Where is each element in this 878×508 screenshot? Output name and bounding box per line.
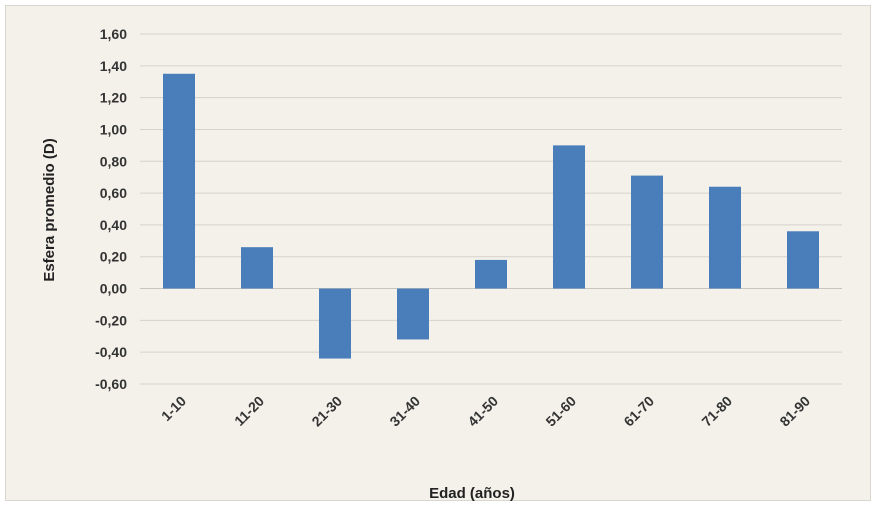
y-tick-label: 1,60 <box>100 26 127 42</box>
y-tick-label: 1,40 <box>100 58 127 74</box>
y-tick-label: 0,40 <box>100 217 127 233</box>
bar-1-10 <box>163 73 195 289</box>
x-axis-title: Edad (años) <box>429 485 515 502</box>
x-tick-label: 11-20 <box>231 393 267 429</box>
x-tick-label: 31-40 <box>386 393 423 430</box>
x-tick-label: 1-10 <box>158 393 189 424</box>
y-tick-label: -0,20 <box>95 312 127 328</box>
bar-71-80 <box>709 186 741 289</box>
bar-21-30 <box>319 288 351 359</box>
y-axis-ticks: -0,60 -0,40 -0,20 0,00 0,20 0,40 0,60 0,80 1,00 1… <box>95 26 127 392</box>
y-axis-title: Esfera promedio (D) <box>41 138 58 281</box>
y-tick-label: 0,20 <box>100 249 127 265</box>
y-tick-label: 0,00 <box>100 281 127 297</box>
x-tick-label: 21-30 <box>308 393 345 430</box>
x-tick-label: 41-50 <box>464 393 501 430</box>
y-tick-label: -0,60 <box>95 376 127 392</box>
x-tick-label: 61-70 <box>620 393 657 430</box>
y-tick-label: 0,80 <box>100 153 127 169</box>
y-tick-label: 1,20 <box>100 90 127 106</box>
y-tick-label: -0,40 <box>95 344 127 360</box>
bar-51-60 <box>553 145 585 289</box>
x-tick-label: 51-60 <box>542 393 579 430</box>
bar-11-20 <box>241 247 273 289</box>
bar-61-70 <box>631 175 663 289</box>
x-tick-label: 81-90 <box>776 393 813 430</box>
y-tick-label: 1,00 <box>100 121 127 137</box>
x-tick-label: 71-80 <box>698 393 735 430</box>
x-axis-ticks: 1-10 11-20 21-30 31-40 41-50 51-60 61-70 71-80 8… <box>158 393 813 430</box>
bar-41-50 <box>475 259 507 289</box>
bars <box>163 73 819 359</box>
bar-31-40 <box>397 288 429 340</box>
bar-81-90 <box>787 231 819 289</box>
y-tick-label: 0,60 <box>100 185 127 201</box>
